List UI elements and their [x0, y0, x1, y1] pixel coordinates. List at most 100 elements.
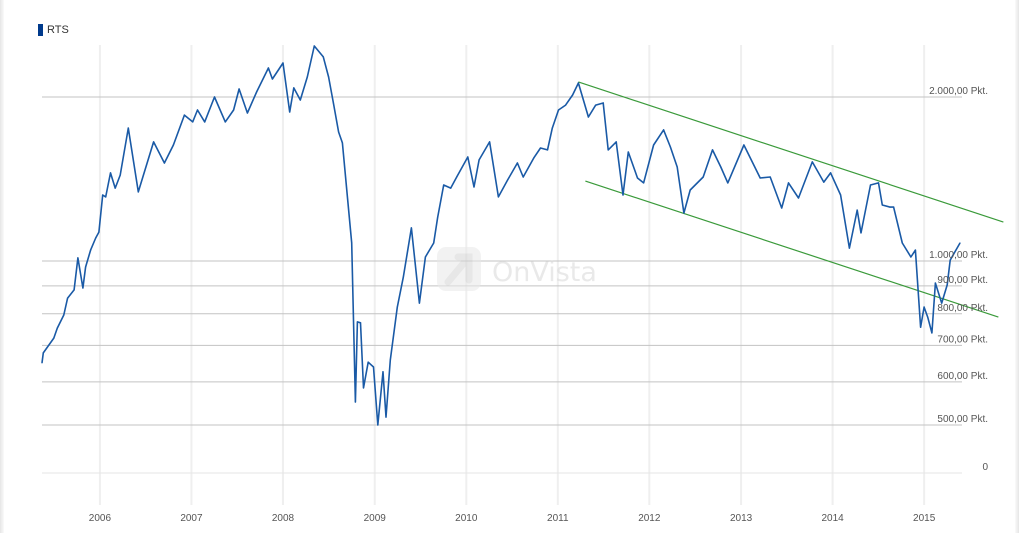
- data-point: [602, 102, 604, 104]
- watermark-text: OnVista: [492, 257, 597, 288]
- x-axis-labels: 2006 2007 2008 2009 2010 2011 2012 2013 2014 2015: [89, 513, 936, 524]
- data-point: [299, 99, 301, 101]
- x-tick-label-2010: 2010: [455, 513, 478, 524]
- data-point: [450, 187, 452, 189]
- x-tick-label-2013: 2013: [730, 513, 753, 524]
- data-point: [396, 306, 398, 308]
- data-point: [233, 109, 235, 111]
- data-point: [114, 187, 116, 189]
- x-tick-label-2008: 2008: [272, 513, 295, 524]
- data-point: [769, 176, 771, 178]
- data-point: [923, 306, 925, 308]
- data-point: [362, 387, 365, 389]
- frame-left-border: [0, 0, 4, 533]
- data-point: [322, 56, 324, 58]
- data-point: [830, 172, 832, 174]
- series-rts: [41, 45, 961, 426]
- data-point: [347, 199, 349, 201]
- data-point: [653, 144, 655, 146]
- data-point: [702, 176, 704, 178]
- data-point: [192, 121, 194, 123]
- y-tick-label-0: 0: [982, 462, 988, 473]
- trendline-upper: [578, 81, 1004, 223]
- frame-right-border: [1015, 0, 1019, 533]
- x-tick-label-2015: 2015: [913, 513, 936, 524]
- data-point: [42, 352, 44, 354]
- x-tick-label-2006: 2006: [89, 513, 112, 524]
- data-point: [341, 142, 343, 144]
- data-point: [338, 131, 340, 133]
- data-point: [920, 326, 922, 328]
- data-point: [669, 146, 672, 148]
- data-point: [781, 207, 783, 209]
- data-point: [877, 182, 880, 184]
- data-point: [683, 212, 685, 214]
- data-point: [356, 321, 358, 323]
- data-point: [711, 149, 714, 151]
- data-point: [282, 62, 284, 64]
- data-point: [246, 112, 248, 114]
- data-point: [607, 149, 609, 151]
- data-point: [433, 242, 435, 244]
- chart-legend[interactable]: RTS: [38, 24, 69, 36]
- data-point: [689, 189, 691, 191]
- watermark-arrow-icon: [444, 253, 473, 286]
- data-point: [389, 359, 391, 361]
- data-point: [372, 366, 375, 368]
- data-point: [901, 242, 903, 244]
- onvista-watermark: OnVista: [437, 247, 597, 291]
- data-point: [889, 206, 891, 208]
- data-point: [351, 242, 353, 244]
- data-point: [424, 256, 426, 258]
- data-point: [437, 216, 439, 218]
- data-point: [914, 249, 917, 251]
- data-point: [313, 45, 315, 47]
- x-tick-label-2011: 2011: [547, 513, 569, 524]
- data-point: [238, 88, 240, 90]
- data-point: [119, 174, 121, 176]
- data-point: [224, 121, 226, 123]
- data-point: [797, 197, 800, 199]
- data-point: [959, 242, 961, 244]
- data-point: [823, 181, 825, 183]
- data-point: [73, 289, 75, 291]
- data-point: [627, 151, 629, 153]
- data-point: [443, 184, 445, 186]
- data-point: [577, 82, 580, 84]
- data-point: [271, 78, 273, 80]
- y-tick-label-700: 700,00 Pkt.: [937, 334, 988, 345]
- data-point: [377, 424, 379, 426]
- x-tick-label-2007: 2007: [180, 513, 203, 524]
- data-point: [860, 232, 862, 234]
- y-tick-label-900: 900,00 Pkt.: [937, 275, 988, 286]
- data-point: [551, 127, 553, 129]
- data-point: [546, 149, 549, 151]
- data-point: [910, 256, 912, 258]
- data-point: [727, 182, 729, 184]
- data-point: [102, 194, 104, 196]
- data-point: [522, 176, 524, 178]
- data-point: [95, 237, 97, 239]
- data-point: [516, 162, 519, 164]
- data-point: [332, 102, 334, 104]
- data-point: [418, 302, 420, 304]
- y-tick-label-500: 500,00 Pkt.: [937, 414, 988, 425]
- data-point: [533, 157, 535, 159]
- data-point: [82, 287, 84, 289]
- data-point: [63, 314, 65, 316]
- data-point: [41, 362, 43, 364]
- data-point: [172, 144, 174, 146]
- series-line-rts[interactable]: [41, 45, 961, 426]
- data-point: [946, 284, 948, 286]
- data-point: [213, 96, 216, 98]
- data-point: [893, 206, 895, 208]
- data-point: [289, 111, 291, 113]
- data-point: [856, 209, 858, 211]
- data-point: [77, 257, 79, 259]
- data-point: [676, 166, 678, 168]
- data-point: [328, 76, 330, 78]
- y-axis-labels: 2.000,00 Pkt. 1.000,00 Pkt. 900,00 Pkt. 800…: [929, 86, 988, 473]
- data-point: [402, 276, 404, 278]
- data-point: [85, 266, 87, 268]
- data-point: [615, 141, 617, 143]
